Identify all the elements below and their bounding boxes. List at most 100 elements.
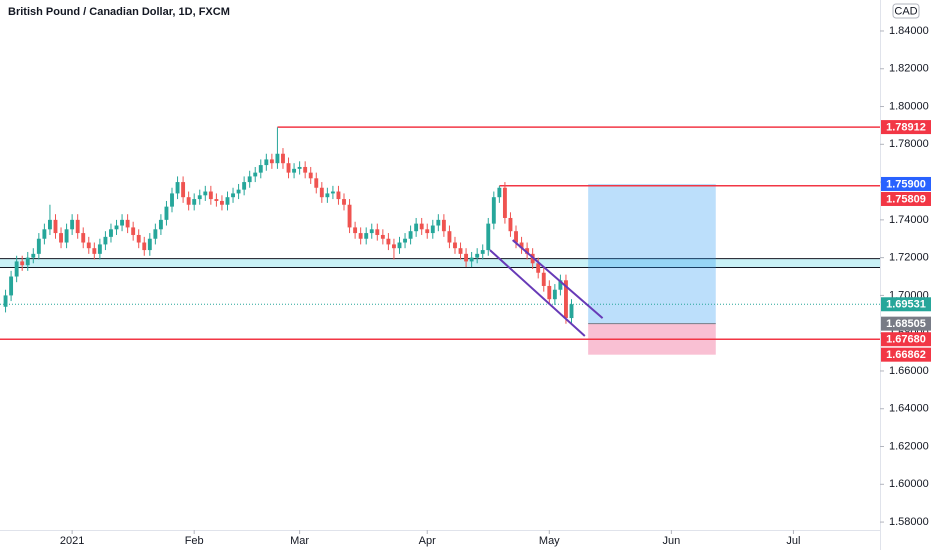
candle-body [3,295,8,307]
candle-body [147,238,152,251]
candle-body [403,238,407,243]
price-label: 1.75900 [886,178,926,190]
candle-body [497,187,502,198]
candle-body [92,248,97,254]
candle-body [103,236,108,245]
x-tick-label: May [539,535,560,547]
candle-body [142,242,147,251]
candle-body [325,193,330,198]
candle-body [181,182,186,198]
candle-body [564,280,568,319]
candle-body [214,199,219,201]
candle-body [475,253,480,258]
candle-body [153,229,158,239]
candle-body [253,172,258,177]
candle-body [486,223,491,251]
candle-body [9,276,14,296]
candle-body [308,172,313,179]
candle-body [330,191,335,194]
x-tick-label: Apr [419,535,436,547]
candle-body [319,187,324,198]
candle-body [364,233,369,239]
y-tick-label: 1.60000 [889,478,929,490]
candle-body [131,227,136,235]
candle-body [97,244,102,254]
candle-body [81,233,86,243]
candle-body [264,159,269,166]
candle-body [547,285,552,300]
candle-body [408,231,413,239]
candle-body [436,219,441,226]
candle-body [136,234,141,243]
channel-line [489,249,586,337]
candle-body [75,219,80,234]
x-tick-label: Jul [786,535,800,547]
candle-body [502,187,507,218]
candle-body [109,229,113,237]
price-label-box [881,297,931,312]
candle-body [541,272,546,286]
candle-body [464,253,469,262]
candle-body [525,248,530,254]
candle-body [458,248,463,254]
candle-body [125,219,130,228]
candle-body [242,182,247,190]
channel-line [512,239,604,319]
plot-area [0,126,880,355]
candle-body [303,166,308,173]
candle-body [53,219,58,234]
candle-body [292,168,297,173]
candle-body [175,182,180,194]
y-tick-label: 1.62000 [889,440,929,452]
candle-body [514,231,518,243]
x-tick-label: 2021 [60,535,84,547]
candle-body [353,227,358,234]
candle-body [225,197,230,205]
candle-body [114,225,119,230]
candle-body [220,200,224,205]
price-label: 1.66862 [886,349,926,361]
candle-body [170,193,174,207]
candle-body [386,238,391,245]
y-tick-label: 1.78000 [889,138,929,150]
candle-body [453,242,457,249]
currency-label: CAD [894,5,917,17]
candle-body [64,229,69,243]
candle-body [275,153,280,164]
price-label: 1.67680 [886,334,926,346]
y-tick-label: 1.72000 [889,252,929,264]
candle-body [469,257,474,262]
candle-body [441,219,446,232]
price-label: 1.78912 [886,121,926,133]
price-label-box [881,191,931,206]
candle-body [425,229,430,234]
candle-body [480,250,485,254]
candle-body [14,261,19,277]
candle-body [208,191,213,200]
price-label-box [881,176,931,191]
candle-body [569,304,574,319]
candle-body [380,234,385,239]
candle-body [269,159,274,164]
candle-body [375,229,380,235]
candle-body [197,195,202,200]
chart-title: British Pound / Canadian Dollar, 1D, FXC… [8,6,230,18]
y-tick-label: 1.84000 [889,25,929,37]
x-tick-label: Jun [662,535,680,547]
x-tick-label: Mar [290,535,309,547]
candle-body [519,242,524,249]
y-tick-label: 1.66000 [889,365,929,377]
price-label-box [881,347,931,362]
candle-body [186,197,191,205]
candle-body [158,219,163,230]
candle-body [397,242,402,249]
candle-body [314,178,319,188]
candle-body [430,225,435,234]
candle-body [536,263,541,273]
y-tick-label: 1.80000 [889,100,929,112]
candle-body [347,204,352,228]
candle-body [419,223,424,230]
candle-body [203,191,208,196]
candle-body [358,233,363,239]
